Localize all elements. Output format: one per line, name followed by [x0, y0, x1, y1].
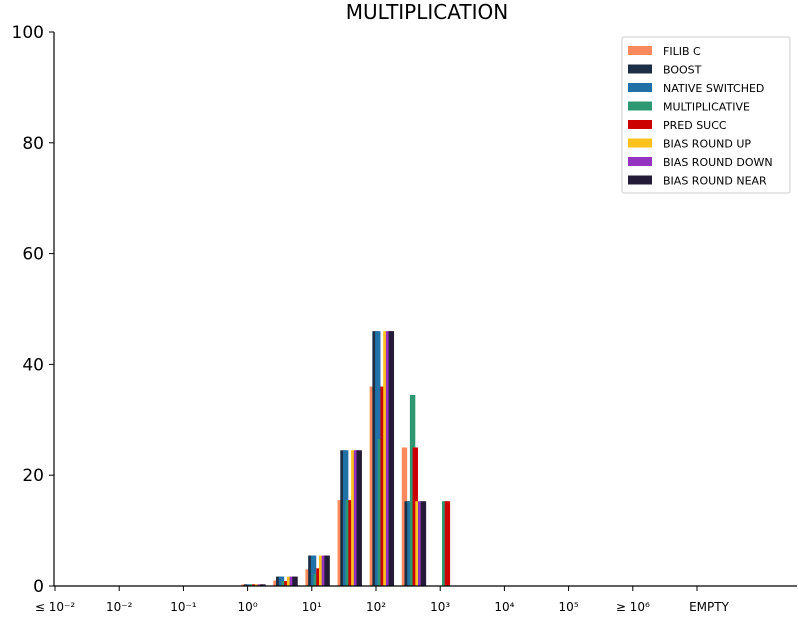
bar	[444, 501, 451, 586]
chart-title: MULTIPLICATION	[346, 0, 508, 24]
y-tick-label: 40	[22, 355, 44, 375]
legend-label: BOOST	[663, 64, 702, 77]
legend-swatch	[628, 83, 652, 92]
x-tick-label: EMPTY	[689, 600, 730, 614]
y-tick-label: 100	[12, 23, 44, 43]
legend-swatch	[628, 64, 652, 74]
bar	[324, 555, 330, 586]
x-tick-label: 10³	[430, 600, 450, 614]
bar	[292, 576, 298, 586]
x-tick-label: ≤ 10⁻²	[35, 600, 75, 614]
bar	[356, 450, 362, 586]
y-tick-label: 60	[22, 245, 44, 265]
legend-label: BIAS ROUND DOWN	[663, 156, 773, 169]
legend: FILIB C BOOST NATIVE SWITCHED MULTIPLICATIV…	[621, 36, 791, 194]
legend-swatch	[628, 46, 652, 55]
bar	[420, 501, 427, 586]
legend-swatch	[628, 138, 652, 148]
bars-group	[241, 331, 451, 586]
bar	[260, 584, 266, 586]
bar	[388, 331, 395, 586]
legend-swatch	[628, 101, 652, 111]
y-tick-label: 80	[22, 134, 44, 154]
legend-label: BIAS ROUND NEAR	[663, 175, 767, 188]
legend-label: PRED SUCC	[663, 119, 727, 132]
bar	[278, 576, 285, 586]
bar	[313, 573, 319, 586]
bar	[310, 555, 317, 586]
x-tick-label: 10⁴	[494, 600, 514, 614]
y-ticks: 0 20 40 60 80 100	[12, 23, 54, 597]
x-tick-label: ≥ 10⁶	[616, 600, 650, 614]
legend-label: FILIB C	[663, 45, 701, 58]
x-tick-label: 10⁰	[238, 600, 258, 614]
x-tick-label: 10²	[366, 600, 386, 614]
legend-swatch	[628, 120, 652, 129]
y-tick-label: 20	[22, 466, 44, 486]
legend-label: BIAS ROUND UP	[663, 138, 751, 151]
legend-swatch	[628, 157, 652, 166]
x-tick-label: 10⁻¹	[170, 600, 197, 614]
x-tick-label: 10⁻²	[106, 600, 133, 614]
legend-label: MULTIPLICATIVE	[663, 101, 750, 114]
x-tick-label: 10¹	[302, 600, 322, 614]
bar	[321, 555, 328, 586]
legend-label: NATIVE SWITCHED	[663, 82, 764, 95]
x-tick-label: 10⁵	[559, 600, 579, 614]
y-tick-label: 0	[33, 577, 44, 597]
bar	[305, 569, 311, 586]
x-ticks: ≤ 10⁻² 10⁻² 10⁻¹ 10⁰ 10¹ 10² 10³ 10⁴ 10⁵ ≥ 10⁶ EMP…	[35, 586, 730, 614]
legend-swatch	[628, 175, 652, 185]
legend-box	[621, 36, 791, 194]
